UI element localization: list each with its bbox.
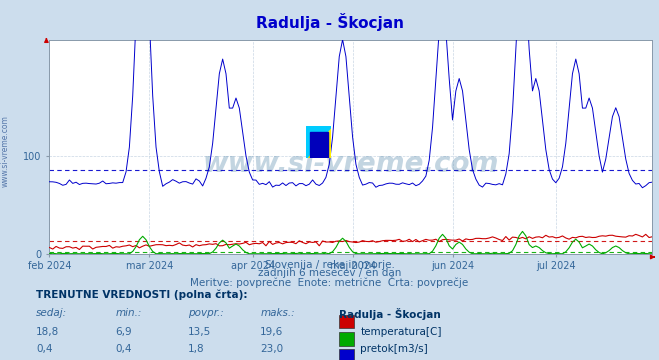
Text: pretok[m3/s]: pretok[m3/s]	[360, 344, 428, 354]
Polygon shape	[306, 126, 331, 158]
Polygon shape	[306, 126, 331, 158]
Text: 19,6: 19,6	[260, 327, 283, 337]
Text: 0,4: 0,4	[115, 344, 132, 354]
Text: 0,4: 0,4	[36, 344, 53, 354]
Text: 1,8: 1,8	[188, 344, 204, 354]
Text: 23,0: 23,0	[260, 344, 283, 354]
Text: www.si-vreme.com: www.si-vreme.com	[1, 115, 10, 187]
Text: Radulja - Škocjan: Radulja - Škocjan	[339, 308, 441, 320]
Text: maks.:: maks.:	[260, 308, 295, 318]
Text: min.:: min.:	[115, 308, 142, 318]
Text: www.si-vreme.com: www.si-vreme.com	[203, 150, 499, 178]
Text: Slovenija / reke in morje.: Slovenija / reke in morje.	[264, 260, 395, 270]
Text: zadnjih 6 mesecev / en dan: zadnjih 6 mesecev / en dan	[258, 268, 401, 278]
Text: temperatura[C]: temperatura[C]	[360, 327, 442, 337]
Text: 6,9: 6,9	[115, 327, 132, 337]
Polygon shape	[310, 132, 328, 158]
Text: Radulja - Škocjan: Radulja - Škocjan	[256, 13, 403, 31]
Text: 18,8: 18,8	[36, 327, 59, 337]
Text: sedaj:: sedaj:	[36, 308, 67, 318]
Text: TRENUTNE VREDNOSTI (polna črta):: TRENUTNE VREDNOSTI (polna črta):	[36, 290, 248, 300]
Text: 13,5: 13,5	[188, 327, 211, 337]
Text: Meritve: povprečne  Enote: metrične  Črta: povprečje: Meritve: povprečne Enote: metrične Črta:…	[190, 276, 469, 288]
Text: povpr.:: povpr.:	[188, 308, 223, 318]
